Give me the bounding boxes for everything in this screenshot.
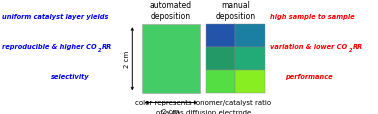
Bar [235,25,265,48]
Bar [235,48,265,71]
Text: variation & lower CO: variation & lower CO [270,43,347,49]
Bar [206,48,235,71]
Text: high sample to sample: high sample to sample [270,14,355,20]
Bar [235,71,265,93]
Text: reproducible & higher CO: reproducible & higher CO [2,43,96,49]
Text: automated
deposition: automated deposition [150,1,192,21]
Text: performance: performance [285,73,333,79]
Text: 2 cm: 2 cm [163,108,180,114]
Bar [142,25,200,93]
Text: uniform catalyst layer yields: uniform catalyst layer yields [2,14,108,20]
Text: of a gas diffusion electrode: of a gas diffusion electrode [156,109,251,114]
Text: 2: 2 [98,48,102,53]
Text: selectivity: selectivity [51,73,90,79]
Text: RR: RR [102,43,112,49]
Bar [206,71,235,93]
Text: 2 cm: 2 cm [124,51,130,68]
Text: 2: 2 [349,48,352,53]
Text: manual
deposition: manual deposition [215,1,256,21]
Text: color represents ionomer/catalyst ratio: color represents ionomer/catalyst ratio [135,99,271,105]
Bar [206,25,235,48]
Text: RR: RR [353,43,363,49]
